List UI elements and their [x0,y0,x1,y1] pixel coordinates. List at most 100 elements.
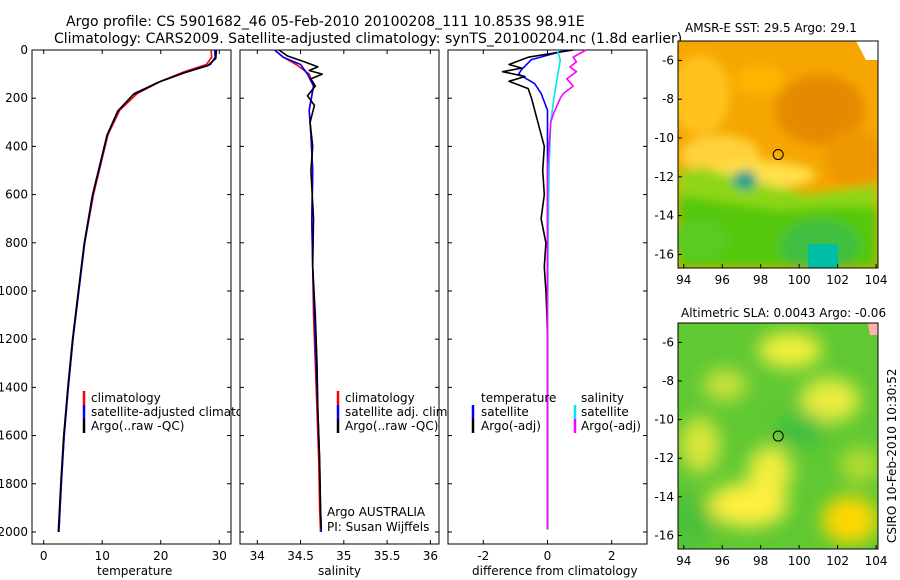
argo-position-marker [772,430,784,442]
x-tick-label: 102 [826,554,849,568]
salinity-series [240,49,439,533]
y-tick-label: -6 [662,335,674,349]
sst-map-panel: AMSR-E SST: 29.5 Argo: 29.1 94 96 98 100 102… [654,21,887,287]
y-tick-label: -10 [654,413,674,427]
x-tick-label: 36 [423,549,438,563]
y-tick-label: 1400 [0,380,28,394]
y-tick-label: -14 [654,209,674,223]
salinity-legend: climatology satellite adj. clim. Argo(..… [336,391,451,433]
y-tick-label: -10 [654,131,674,145]
legend-label-climatology: climatology [345,391,415,405]
sst-map-frame [677,40,879,269]
x-tick-label: 30 [212,549,227,563]
legend-label-argo-temp: Argo(-adj) [481,419,541,433]
argo-position-marker [772,149,784,161]
temperature-legend: climatology satellite-adjusted climatolo… [82,391,269,433]
x-tick-label: 98 [753,273,768,287]
y-tick-label: -8 [662,92,674,106]
temperature-axes-frame [31,49,232,545]
sst-blobs [678,55,878,268]
legend-label-argo: Argo(..raw -QC) [345,419,438,433]
x-tick-label: 94 [676,273,691,287]
land-mask [856,41,878,60]
temperature-series [57,49,218,533]
pi-annotation: PI: Susan Wijffels [327,520,429,534]
x-tick-label: 35.5 [374,549,401,563]
x-tick-label: 20 [153,549,168,563]
program-annotation: Argo AUSTRALIA [327,505,426,519]
y-tick-label: -16 [654,528,674,542]
y-tick-label: 1600 [0,429,28,443]
sst-cool-patch [808,244,838,268]
land-mask [868,323,878,335]
x-tick-label: 100 [788,273,811,287]
y-tick-label: 400 [5,139,28,153]
y-tick-label: 200 [5,91,28,105]
x-tick-label: 0 [40,549,48,563]
sla-map-frame [677,322,879,550]
x-tick-label: 0 [544,549,552,563]
salinity-axes-frame [239,49,440,545]
x-tick-label: -2 [477,549,489,563]
difference-xlabel: difference from climatology [472,564,638,578]
sst-map-marker [772,149,784,161]
y-tick-label: 2000 [0,525,28,539]
sst-map-ticks: 94 96 98 100 102 104 -6 -8 -10 -12 -14 -16 [654,53,887,287]
y-tick-label: -8 [662,374,674,388]
legend-label-climatology: climatology [91,391,161,405]
y-tick-label: -6 [662,53,674,67]
header-line-1: Argo profile: CS 5901682_46 05-Feb-2010 … [66,14,585,30]
y-tick-label: 0 [20,43,28,57]
legend-label-satellite-temp: satellite [481,405,529,419]
y-tick-label: 1200 [0,332,28,346]
difference-series [448,49,647,533]
legend-label-satellite-sal: satellite [581,405,629,419]
series-line-argo-raw-qc [57,49,218,533]
x-tick-label: 34.5 [287,549,314,563]
salinity-panel: 34 34.5 35 35.5 36 salinity climatology sate… [239,49,451,578]
legend-label-satellite: satellite adj. clim. [345,405,451,419]
sst-map-title: AMSR-E SST: 29.5 Argo: 29.1 [685,21,857,35]
y-tick-label: -12 [654,451,674,465]
sla-map-title: Altimetric SLA: 0.0043 Argo: -0.06 [681,306,886,320]
x-tick-label: 96 [715,554,730,568]
x-tick-label: 102 [826,273,849,287]
difference-x-ticks: -2 0 2 [477,50,616,563]
timestamp-stamp: CSIRO 10-Feb-2010 10:30:52 [885,368,899,543]
sla-map-panel: Altimetric SLA: 0.0043 Argo: -0.06 94 96 9… [654,306,887,568]
x-tick-label: 35 [336,549,351,563]
temperature-panel: 0 200 400 600 800 1000 1200 1400 1600 1800 2000 0 1… [0,43,269,578]
x-tick-label: 10 [95,549,110,563]
legend-label-argo-sal: Argo(-adj) [581,419,641,433]
y-tick-label: -16 [654,247,674,261]
header-line-2: Climatology: CARS2009. Satellite-adjuste… [54,31,682,47]
legend-label-argo: Argo(..raw -QC) [91,419,184,433]
y-tick-label: 1800 [0,477,28,491]
y-tick-label: 1000 [0,284,28,298]
sla-field [678,323,878,549]
x-tick-label: 34 [250,549,265,563]
y-tick-label: -14 [654,490,674,504]
legend-label-temperature-group: temperature [481,391,556,405]
legend-label-satellite: satellite-adjusted climatology [91,405,269,419]
y-tick-label: 800 [5,236,28,250]
x-tick-label: 2 [608,549,616,563]
x-tick-label: 94 [676,554,691,568]
sla-map-ticks: 94 96 98 100 102 104 -6 -8 -10 -12 -14 -16 [654,335,887,568]
difference-legend: temperature satellite Argo(-adj) salinit… [471,391,641,433]
salinity-x-ticks: 34 34.5 35 35.5 36 [250,50,438,563]
sla-map-marker [772,430,784,442]
legend-label-salinity-group: salinity [581,391,624,405]
x-tick-label: 98 [753,554,768,568]
depth-ticks: 0 200 400 600 800 1000 1200 1400 1600 1800 2000 [0,43,231,539]
salinity-xlabel: salinity [318,564,361,578]
y-tick-label: -12 [654,170,674,184]
series-line-argo-raw-qc [278,49,324,530]
temperature-xlabel: temperature [97,564,172,578]
x-tick-label: 104 [865,554,888,568]
temperature-x-ticks: 0 10 20 30 [40,50,227,563]
x-tick-label: 96 [715,273,730,287]
series-line-argo-adj [546,49,587,530]
sla-blobs [678,332,878,546]
